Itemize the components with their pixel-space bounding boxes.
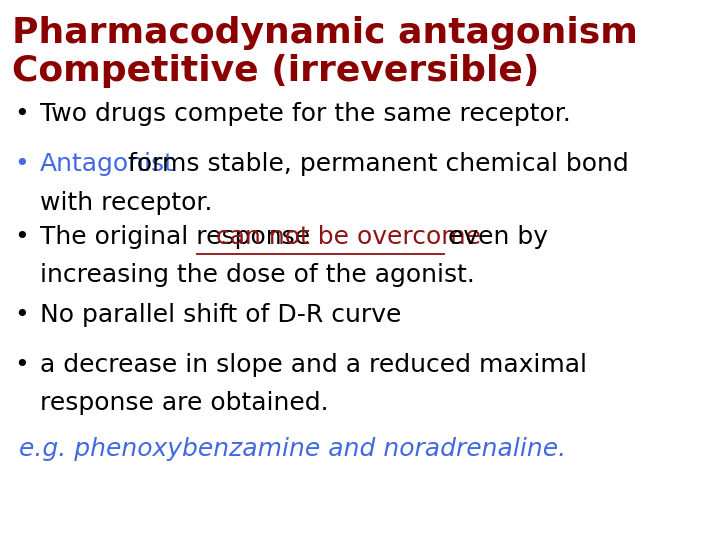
Text: •: • <box>14 353 29 377</box>
Text: Pharmacodynamic antagonism: Pharmacodynamic antagonism <box>12 16 638 50</box>
Text: •: • <box>14 152 29 177</box>
Text: No parallel shift of D-R curve: No parallel shift of D-R curve <box>40 303 401 327</box>
Text: •: • <box>14 303 29 327</box>
Text: response are obtained.: response are obtained. <box>40 392 328 415</box>
Text: forms stable, permanent chemical bond: forms stable, permanent chemical bond <box>40 152 629 177</box>
Text: Antagonist: Antagonist <box>40 152 175 177</box>
Text: with receptor.: with receptor. <box>40 191 212 215</box>
Text: •: • <box>14 225 29 248</box>
Text: •: • <box>14 102 29 126</box>
Text: The original response: The original response <box>40 225 318 248</box>
Text: a decrease in slope and a reduced maximal: a decrease in slope and a reduced maxima… <box>40 353 587 377</box>
Text: even by: even by <box>40 225 548 248</box>
Text: increasing the dose of the agonist.: increasing the dose of the agonist. <box>40 263 474 287</box>
Text: can not be overcome: can not be overcome <box>40 225 481 248</box>
Text: Competitive (irreversible): Competitive (irreversible) <box>12 53 540 87</box>
Text: e.g. phenoxybenzamine and noradrenaline.: e.g. phenoxybenzamine and noradrenaline. <box>19 437 566 461</box>
Text: Two drugs compete for the same receptor.: Two drugs compete for the same receptor. <box>40 102 571 126</box>
